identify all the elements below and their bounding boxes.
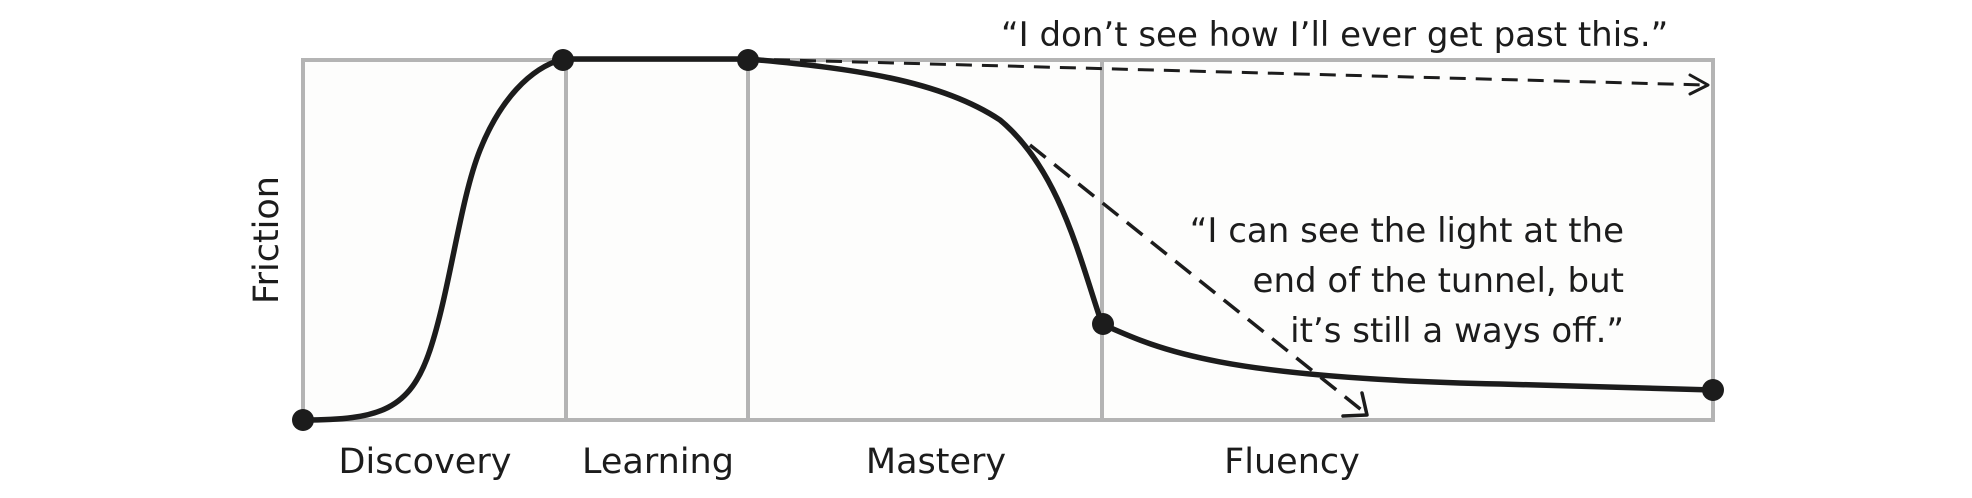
phase-label-learning: Learning	[582, 442, 734, 482]
point-start	[292, 409, 314, 431]
y-axis-label: Friction	[247, 176, 287, 304]
quote-hopeful-line-2: end of the tunnel, but	[1253, 261, 1624, 301]
quote-hopeful-line-1: “I can see the light at the	[1190, 211, 1624, 251]
point-learning-start	[552, 49, 574, 71]
friction-curve	[300, 56, 1716, 423]
quote-hopeful-line-3: it’s still a ways off.”	[1290, 311, 1624, 351]
plot-area	[303, 60, 1713, 420]
projection-hopeful	[1028, 143, 1366, 414]
phase-label-fluency: Fluency	[1224, 442, 1360, 482]
phase-label-discovery: Discovery	[339, 442, 512, 482]
arrowhead-hopeful	[1341, 391, 1369, 418]
arrowhead-stuck	[1688, 73, 1710, 96]
quote-stuck: “I don’t see how I’ll ever get past this…	[1001, 15, 1668, 55]
projection-stuck	[747, 57, 1706, 87]
point-mastery-start	[737, 49, 759, 71]
point-fluency-start	[1092, 313, 1114, 335]
plot-frame	[301, 58, 1715, 422]
phase-label-mastery: Mastery	[866, 442, 1006, 482]
point-end	[1702, 379, 1724, 401]
